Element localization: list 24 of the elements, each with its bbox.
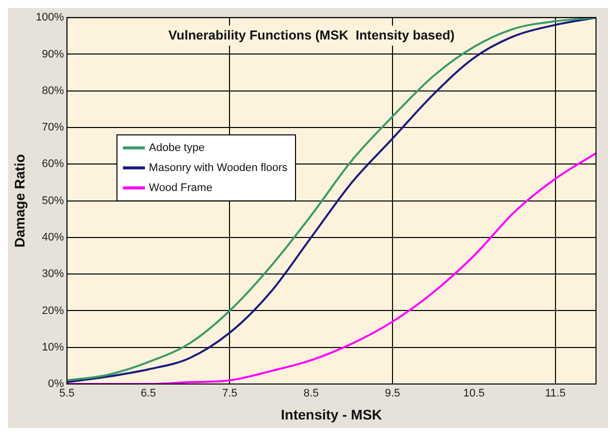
y-tick-label: 80%	[42, 84, 64, 97]
x-tick-label: 8.5	[303, 388, 319, 400]
legend-label: Adobe type	[148, 142, 205, 154]
x-tick-label: 7.5	[222, 388, 238, 400]
legend-label: Wood Frame	[148, 182, 212, 194]
x-tick-label: 9.5	[384, 388, 400, 400]
y-tick-label: 50%	[42, 194, 64, 207]
y-tick-label: 10%	[42, 341, 64, 354]
x-axis-title: Intensity - MSK	[280, 406, 382, 422]
y-tick-label: 30%	[42, 268, 64, 280]
x-tick-label: 5.5	[59, 388, 75, 400]
y-tick-label: 20%	[42, 304, 64, 317]
y-tick-label: 90%	[42, 48, 64, 60]
line-series	[66, 152, 596, 384]
x-tick-label: 6.5	[140, 388, 156, 400]
y-tick-label: 100%	[36, 12, 64, 24]
y-tick-label: 60%	[42, 158, 64, 170]
y-axis-title: Damage Ratio	[11, 154, 28, 248]
x-tick-label: 11.5	[545, 388, 566, 400]
x-tick-label: 10.5	[463, 388, 485, 400]
legend-label: Masonry with Wooden floors	[148, 162, 288, 174]
text: Vulnerability Functions (MSK Intensity based)	[168, 28, 455, 43]
y-tick-label: 70%	[42, 122, 64, 134]
y-tick-label: 40%	[42, 231, 64, 244]
